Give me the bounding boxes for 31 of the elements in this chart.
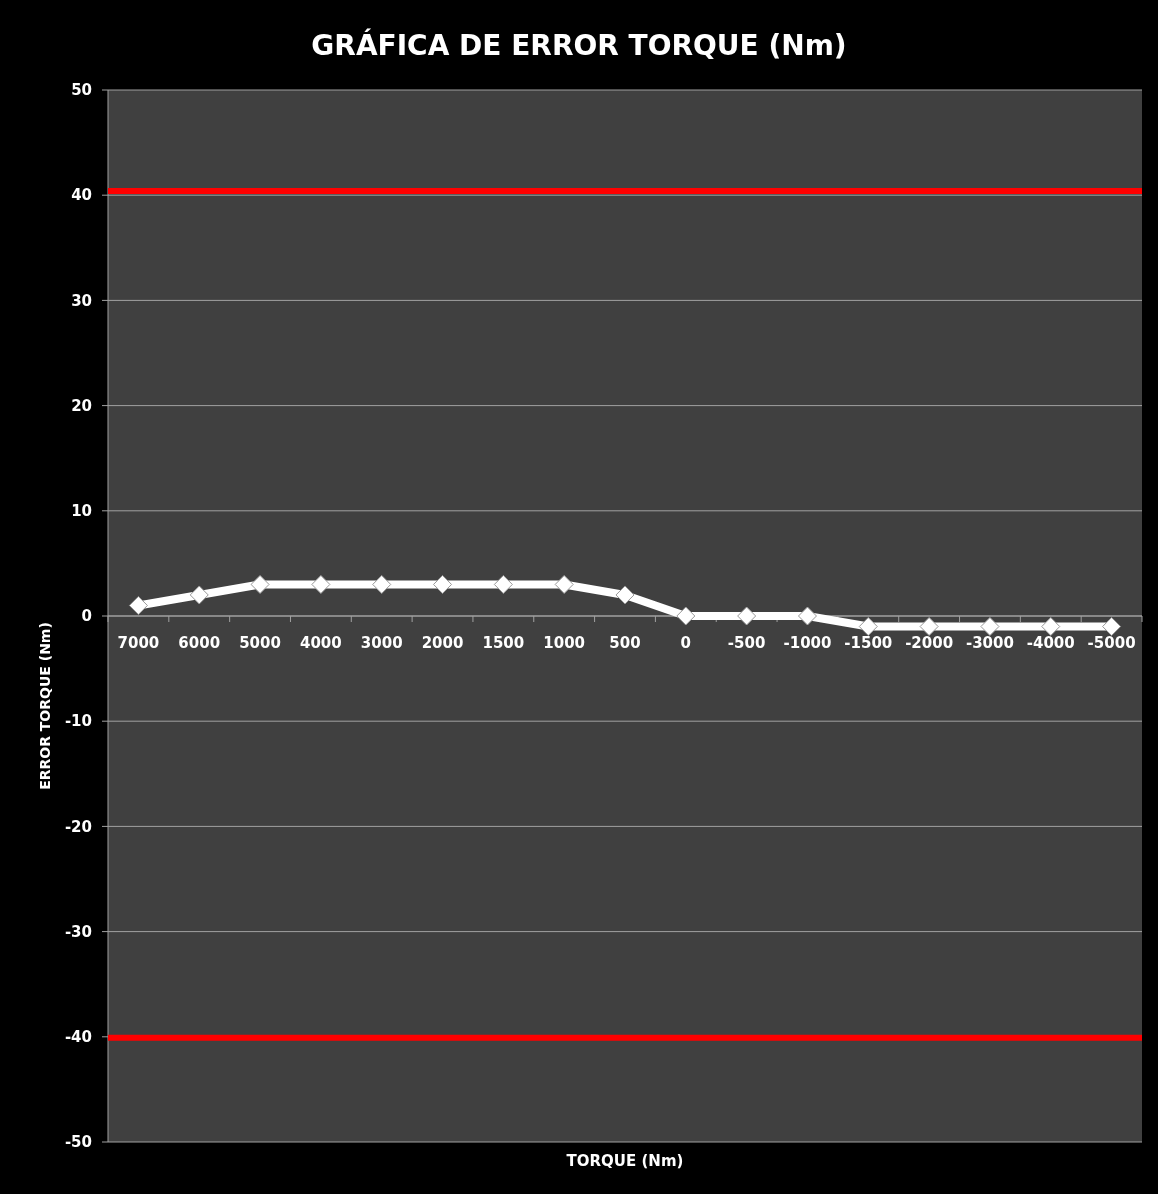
y-tick-label: -20	[64, 817, 92, 836]
y-tick-label: 40	[71, 186, 92, 205]
y-tick-label: -30	[64, 922, 92, 941]
y-tick-label: 10	[71, 502, 92, 521]
x-tick-label: 2000	[421, 634, 464, 652]
chart-title: GRÁFICA DE ERROR TORQUE (Nm)	[311, 28, 847, 62]
x-tick-label: -500	[727, 634, 766, 652]
y-tick-label: -50	[64, 1133, 92, 1152]
x-tick-label: -5000	[1087, 634, 1136, 652]
y-axis-title: ERROR TORQUE (Nm)	[37, 622, 53, 790]
y-tick-label: 30	[71, 291, 92, 310]
x-tick-label: 500	[609, 634, 641, 652]
x-tick-label: 0	[680, 634, 692, 652]
x-tick-label: 1000	[543, 634, 586, 652]
x-tick-label: 7000	[117, 634, 160, 652]
y-tick-label: 50	[71, 81, 92, 100]
x-tick-label: 6000	[178, 634, 221, 652]
x-tick-label: 3000	[360, 634, 403, 652]
x-tick-label: 1500	[482, 634, 525, 652]
y-tick-label: 20	[71, 396, 92, 415]
x-tick-label: -1500	[844, 634, 893, 652]
x-tick-label: 4000	[300, 634, 342, 652]
x-tick-label: -1000	[783, 634, 832, 652]
y-tick-label: 0	[81, 607, 92, 626]
y-tick-label: -10	[64, 712, 92, 731]
x-tick-label: 5000	[239, 634, 281, 652]
x-axis-title: TORQUE (Nm)	[566, 1152, 684, 1170]
x-tick-label: -2000	[905, 634, 954, 652]
x-tick-label: -3000	[965, 634, 1014, 652]
x-tick-label: -4000	[1026, 634, 1075, 652]
y-tick-label: -40	[64, 1028, 92, 1047]
